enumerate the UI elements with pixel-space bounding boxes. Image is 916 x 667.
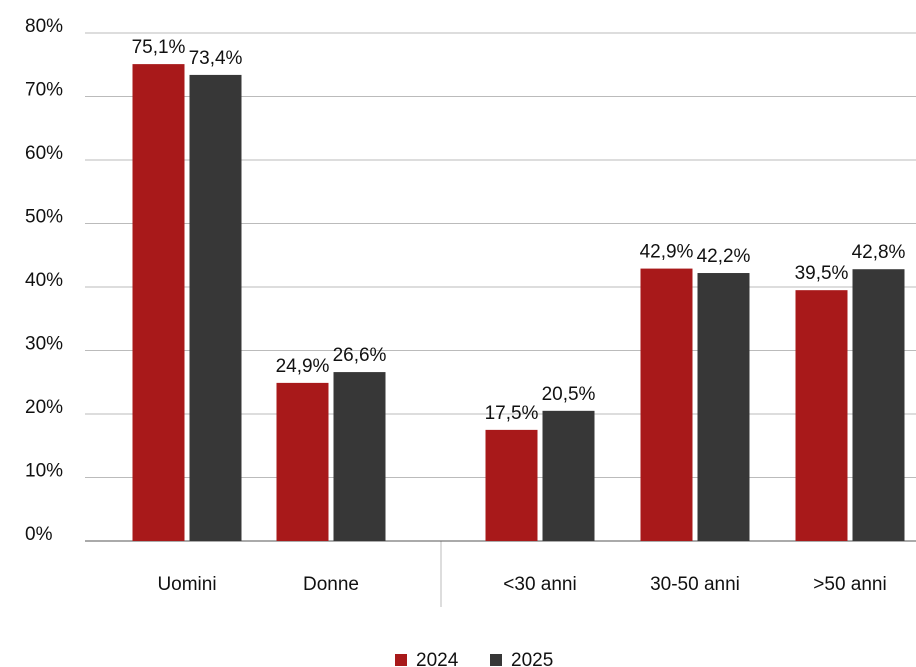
legend-label: 2025 (511, 650, 553, 667)
bar (542, 410, 595, 541)
bar (333, 372, 386, 541)
bar (276, 382, 329, 541)
y-tick-label: 60% (25, 143, 63, 164)
y-tick-label: 40% (25, 270, 63, 291)
y-tick-label: 10% (25, 461, 63, 482)
value-label: 20,5% (542, 384, 596, 405)
value-label: 73,4% (189, 48, 243, 69)
bar (697, 273, 750, 541)
x-tick-label: Uomini (157, 574, 216, 595)
bar (640, 268, 693, 541)
legend-label: 2024 (416, 650, 459, 667)
y-tick-label: 20% (25, 397, 63, 418)
bar (189, 74, 242, 541)
legend-swatch (395, 654, 407, 666)
bar (795, 290, 848, 541)
value-label: 17,5% (485, 403, 539, 424)
legend-swatch (490, 654, 502, 666)
y-tick-label: 50% (25, 207, 63, 228)
bar (132, 64, 185, 542)
value-label: 39,5% (795, 263, 849, 284)
y-tick-label: 0% (25, 524, 53, 545)
x-tick-label: >50 anni (813, 574, 886, 595)
value-label: 24,9% (276, 356, 330, 377)
x-tick-label: 30-50 anni (650, 574, 740, 595)
y-tick-label: 80% (25, 16, 63, 37)
bar (852, 269, 905, 541)
x-tick-label: Donne (303, 574, 359, 595)
value-label: 42,2% (697, 246, 751, 267)
bar (485, 429, 538, 541)
value-label: 75,1% (132, 37, 186, 58)
y-tick-label: 70% (25, 80, 63, 101)
x-tick-label: <30 anni (503, 574, 576, 595)
value-label: 42,9% (640, 242, 694, 263)
value-label: 26,6% (333, 345, 387, 366)
value-label: 42,8% (852, 242, 906, 263)
y-tick-label: 30% (25, 334, 63, 355)
